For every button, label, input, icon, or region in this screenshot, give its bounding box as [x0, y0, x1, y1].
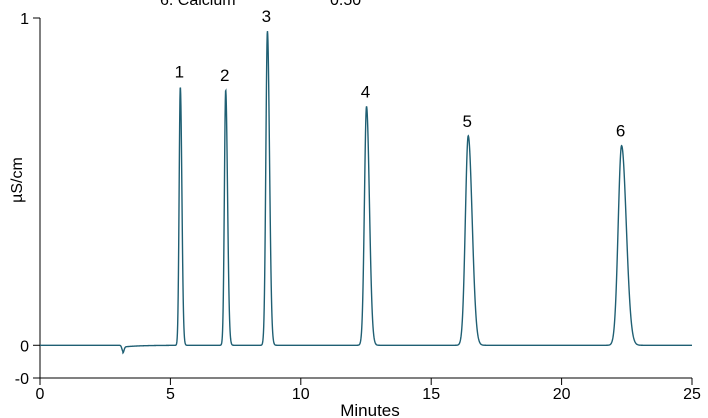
y-tick-label: 1 [20, 11, 29, 28]
peak-label: 4 [361, 82, 370, 101]
peak-label: 6 [616, 122, 625, 141]
peak-label: 3 [262, 7, 271, 26]
peak-label: 5 [462, 112, 471, 131]
y-tick-label: -0 [15, 371, 29, 388]
trace-layer [40, 31, 692, 355]
chromatogram-trace [40, 31, 692, 355]
x-tick-label: 25 [683, 386, 701, 403]
x-tick-label: 5 [166, 386, 175, 403]
legend-partial-name: 6. Calcium [160, 0, 236, 9]
x-axis-label: Minutes [340, 401, 400, 418]
axes [33, 17, 693, 385]
x-tick-label: 0 [36, 386, 45, 403]
y-axis-label: µS/cm [9, 157, 26, 203]
peak-label: 2 [220, 66, 229, 85]
x-tick-label: 15 [422, 386, 440, 403]
y-tick-label: 0 [20, 338, 29, 355]
peak-label: 1 [175, 63, 184, 82]
x-tick-label: 10 [292, 386, 310, 403]
legend-partial-value: 0.50 [330, 0, 361, 9]
x-tick-label: 20 [553, 386, 571, 403]
